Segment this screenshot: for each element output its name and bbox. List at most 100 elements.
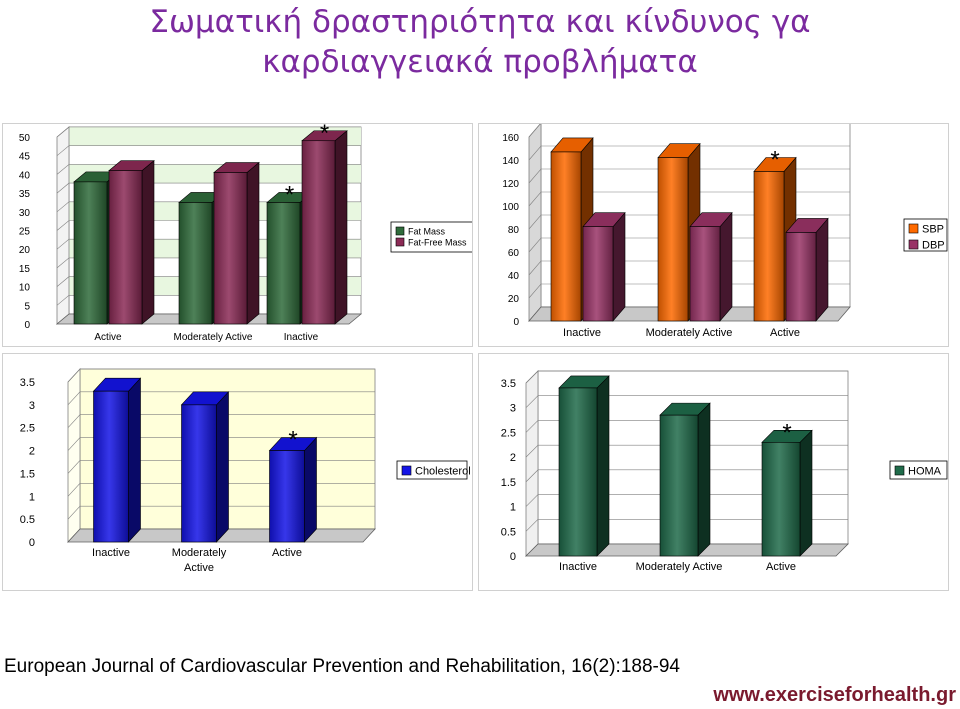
y-tick-label: 15 (19, 264, 31, 275)
legend-swatch (908, 239, 919, 250)
significance-annotation: * (782, 419, 791, 446)
gridline (56, 182, 361, 194)
bar-side (719, 211, 733, 322)
bar-front (301, 140, 336, 325)
x-category-label: Inactive (284, 332, 319, 343)
gridline (528, 237, 850, 253)
x-category-label: Inactive (92, 547, 130, 559)
x-category-label: Moderately Active (646, 327, 733, 339)
bar-front (753, 171, 785, 322)
y-tick-label: 80 (508, 225, 520, 236)
bar-front (689, 226, 721, 322)
gridline (56, 238, 361, 250)
gridline (67, 437, 375, 451)
legend-label: SBP (922, 224, 944, 236)
bar-front (181, 404, 217, 543)
legend-swatch (395, 226, 405, 236)
bar-dbp-2 (785, 217, 829, 322)
y-tick-label: 35 (19, 189, 31, 200)
bar-front (266, 202, 301, 325)
y-tick-label: 45 (19, 152, 31, 163)
bar-front (93, 390, 129, 543)
legend-swatch (894, 465, 905, 476)
bar-homa-1 (659, 402, 711, 557)
bar-front (785, 232, 817, 322)
bar-front (657, 157, 689, 322)
bar-cholesterol-0 (92, 377, 142, 543)
x-category-label: Moderately (172, 547, 227, 559)
gridline (56, 276, 361, 287)
y-tick-label: 3 (29, 400, 35, 412)
y-tick-label: 2.5 (20, 423, 35, 435)
y-tick-label: 3 (510, 403, 516, 415)
gridline (525, 518, 848, 532)
x-category-label: Active (184, 562, 214, 574)
y-tick-label: 2.5 (501, 427, 516, 439)
legend-swatch (395, 237, 405, 247)
bar-cholesterol-1 (180, 391, 230, 543)
y-tick-label: 0 (29, 537, 35, 549)
legend-label: Fat Mass (408, 227, 446, 237)
chart-body-composition: 0 5 10 15 20 25 30 35 40 45 50 * * Active Moderately A… (2, 123, 473, 347)
gridline (528, 260, 850, 276)
chart-homa: 0 0.5 1 1.5 2 2.5 3 3.5 * Inactive Moderately Acti… (478, 353, 949, 591)
gridline (67, 391, 375, 406)
legend: HOMA (889, 460, 948, 480)
gridline (525, 469, 848, 483)
gridline (528, 214, 850, 230)
bar-fat-free-mass-2 (301, 130, 348, 325)
bar-front (178, 202, 213, 325)
x-category-label: Moderately Active (174, 332, 253, 343)
gridline (528, 168, 850, 184)
bar-front (659, 414, 699, 557)
bar-dbp-0 (582, 211, 626, 322)
y-tick-label: 1 (510, 502, 516, 514)
chart-cholesterol: 0 0.5 1 1.5 2 2.5 3 3.5 * Inactive Moderately Activ… (2, 353, 473, 591)
website-link[interactable]: www.exerciseforhealth.gr (713, 684, 956, 706)
significance-annotation: * (285, 181, 294, 208)
bar-front (582, 226, 614, 322)
citation: European Journal of Cardiovascular Preve… (4, 656, 680, 677)
gridline (528, 145, 850, 161)
significance-annotation: * (770, 147, 779, 174)
y-tick-label: 0.5 (501, 526, 516, 538)
y-tick-label: 40 (508, 271, 520, 282)
legend-box (390, 221, 472, 253)
gridline (67, 414, 375, 428)
bar-front (73, 181, 108, 325)
x-category-label: Inactive (559, 561, 597, 573)
y-tick-label: 160 (502, 133, 519, 144)
gridline (56, 145, 361, 156)
chart-body-composition-svg: 0 5 10 15 20 25 30 35 40 45 50 * * Active Moderately A… (19, 124, 472, 343)
gridline (56, 257, 361, 269)
gridline (528, 283, 850, 299)
x-category-label: Inactive (563, 327, 601, 339)
gridline (528, 191, 850, 207)
bar-homa-0 (558, 375, 610, 557)
gridline (56, 201, 361, 213)
y-tick-label: 0 (513, 317, 519, 328)
title-line-1: Σωματική δραστηριότητα και κίνδυνος γα (149, 4, 811, 40)
gridline (525, 444, 848, 458)
y-tick-label: 3.5 (501, 378, 516, 390)
y-tick-label: 0 (510, 551, 516, 563)
legend-swatch (401, 465, 412, 476)
plot-side-wall (67, 367, 81, 544)
y-tick-label: 120 (502, 179, 519, 190)
gridline (56, 164, 361, 175)
bar-dbp-1 (689, 211, 733, 322)
y-tick-label: 1.5 (501, 477, 516, 489)
y-tick-label: 1.5 (20, 468, 35, 480)
legend-label: HOMA (908, 466, 942, 478)
gridline (67, 368, 375, 383)
bar-front (550, 151, 582, 322)
legend-box (396, 460, 468, 480)
legend: SBP DBP (903, 218, 948, 252)
bar-front (761, 442, 801, 557)
y-tick-label: 2 (29, 446, 35, 458)
bar-homa-2 (761, 429, 813, 557)
bar-front (108, 170, 143, 325)
bar-side (697, 402, 711, 557)
significance-annotation: * (320, 124, 329, 147)
